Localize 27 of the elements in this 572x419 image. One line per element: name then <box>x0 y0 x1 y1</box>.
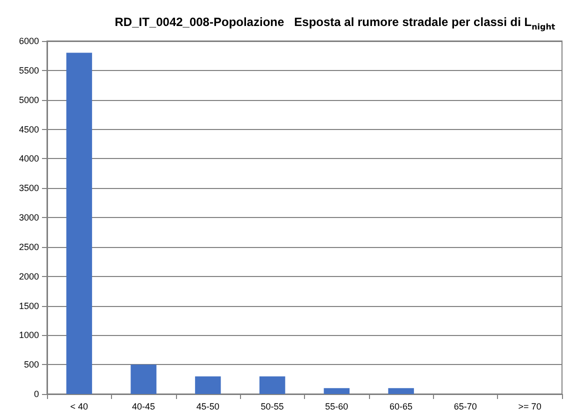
y-tick-label: 0 <box>34 389 39 399</box>
x-tick-label: 45-50 <box>196 402 220 412</box>
bar <box>324 388 350 394</box>
x-tick-label: >= 70 <box>518 402 542 412</box>
y-tick-label: 500 <box>24 360 39 370</box>
bar <box>66 52 92 394</box>
y-tick-label: 3500 <box>18 183 39 194</box>
y-tick-label: 5000 <box>18 94 39 105</box>
bar <box>388 388 414 394</box>
x-tick-label: 50-55 <box>260 402 284 412</box>
bar <box>259 376 286 394</box>
y-tick-label: 5500 <box>18 65 39 76</box>
y-tick-label: 6000 <box>18 36 39 46</box>
y-tick-label: 1000 <box>18 330 39 340</box>
y-tick-label: 1500 <box>18 300 39 311</box>
y-tick-label: 4000 <box>18 154 39 164</box>
x-tick-label: 60-65 <box>390 402 413 412</box>
y-tick-label: 2500 <box>18 242 39 252</box>
y-tick-label: 2000 <box>18 271 39 282</box>
x-tick-label: 65-70 <box>454 402 477 412</box>
x-tick-label: < 40 <box>70 402 88 412</box>
x-tick-label: 55-60 <box>325 402 348 412</box>
y-tick-label: 3000 <box>18 212 39 222</box>
x-tick-label: 40-45 <box>132 402 156 412</box>
bar <box>130 364 156 394</box>
bar <box>195 376 221 394</box>
y-tick-label: 4500 <box>18 124 39 134</box>
